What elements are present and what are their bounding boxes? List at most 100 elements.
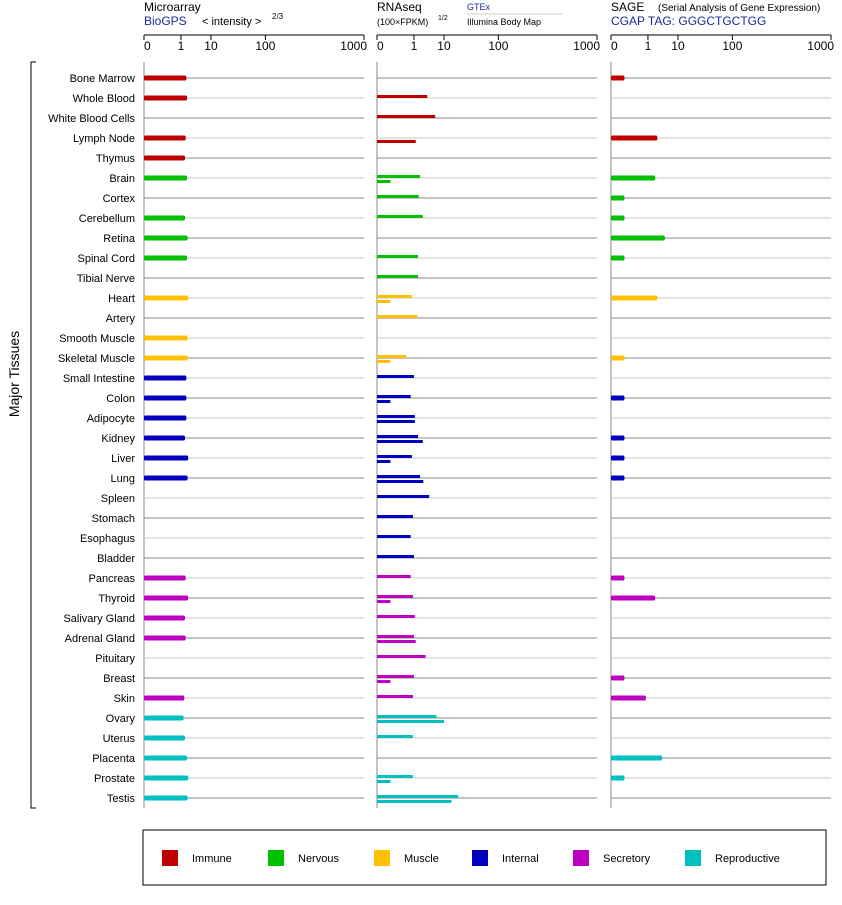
tissue-label: Bone Marrow bbox=[70, 73, 135, 85]
bar-rnaseq bbox=[377, 695, 413, 698]
panel-title: RNAseq bbox=[377, 0, 422, 14]
bar-microarray bbox=[144, 155, 186, 161]
panel-title: SAGE bbox=[611, 0, 644, 14]
bar-sage bbox=[611, 575, 625, 581]
bar-rnaseq bbox=[377, 515, 413, 518]
bar-microarray bbox=[144, 375, 187, 381]
bar-rnaseq bbox=[377, 140, 416, 143]
x-tick-label: 1 bbox=[645, 39, 652, 53]
bar-rnaseq bbox=[377, 675, 414, 678]
tissue-label: Liver bbox=[111, 453, 135, 465]
tissue-label: Pituitary bbox=[95, 653, 135, 665]
bar-microarray bbox=[144, 755, 187, 761]
x-tick-label: 10 bbox=[437, 39, 451, 53]
x-tick-label: 0 bbox=[377, 39, 384, 53]
legend-swatch-secretory bbox=[573, 850, 589, 866]
x-tick-label: 1 bbox=[411, 39, 418, 53]
bar-rnaseq bbox=[377, 635, 414, 638]
tissue-label: Heart bbox=[108, 293, 135, 305]
panel-sage: SAGE (Serial Analysis of Gene Expression)… bbox=[610, 0, 834, 808]
bar-microarray bbox=[144, 615, 186, 621]
bar-rnaseq bbox=[377, 535, 411, 538]
y-group-label: Major Tissues bbox=[6, 331, 22, 417]
bar-rnaseq bbox=[377, 300, 391, 303]
bar-sage bbox=[611, 175, 656, 181]
tissue-label: Spleen bbox=[101, 493, 135, 505]
legend-swatch-immune bbox=[162, 850, 178, 866]
scale-label: < intensity > bbox=[202, 16, 261, 28]
legend-swatch-internal bbox=[472, 850, 488, 866]
bar-rnaseq bbox=[377, 475, 420, 478]
tissue-label: Uterus bbox=[103, 733, 136, 745]
bar-rnaseq bbox=[377, 800, 452, 803]
bar-sage bbox=[611, 435, 625, 441]
bar-sage bbox=[611, 295, 658, 301]
bar-rnaseq bbox=[377, 715, 437, 718]
tissue-label: Brain bbox=[109, 173, 135, 185]
bar-rnaseq bbox=[377, 180, 391, 183]
tissue-label: Skin bbox=[114, 693, 135, 705]
x-tick-label: 1000 bbox=[807, 39, 834, 53]
tissue-label: Placenta bbox=[92, 753, 136, 765]
tissue-label: Lymph Node bbox=[73, 133, 135, 145]
x-tick-label: 0 bbox=[611, 39, 618, 53]
panel-title: Microarray bbox=[144, 0, 201, 14]
bar-rnaseq bbox=[377, 255, 419, 258]
bar-microarray bbox=[144, 715, 184, 721]
bar-microarray bbox=[144, 635, 186, 641]
x-tick-label: 0 bbox=[144, 39, 151, 53]
bar-microarray bbox=[144, 295, 189, 301]
bar-rnaseq bbox=[377, 615, 415, 618]
bar-rnaseq bbox=[377, 495, 430, 498]
legend-swatch-reproductive bbox=[685, 850, 701, 866]
bar-microarray bbox=[144, 75, 187, 81]
bar-rnaseq bbox=[377, 360, 391, 363]
x-tick-label: 10 bbox=[204, 39, 218, 53]
bar-sage bbox=[611, 135, 658, 141]
x-tick-label: 1000 bbox=[340, 39, 367, 53]
bar-rnaseq bbox=[377, 655, 426, 658]
bar-sage bbox=[611, 235, 665, 241]
legend-swatch-nervous bbox=[268, 850, 284, 866]
scale-label: (100×FPKM) bbox=[377, 17, 428, 27]
panel-rnaseq: RNAseq (100×FPKM) 1/2 GTEx Illumina Body Map… bbox=[376, 0, 600, 808]
tissue-label: Adrenal Gland bbox=[65, 633, 135, 645]
legend: Immune Nervous Muscle Internal Secretory Repr… bbox=[142, 829, 827, 886]
bar-sage bbox=[611, 455, 625, 461]
legend-swatch-muscle bbox=[374, 850, 390, 866]
bar-rnaseq bbox=[377, 680, 391, 683]
tissue-labels: Bone Marrow Whole Blood White Blood Cells L… bbox=[48, 73, 136, 805]
bar-microarray bbox=[144, 735, 186, 741]
tissue-label: Stomach bbox=[92, 513, 135, 525]
tissue-label: Ovary bbox=[106, 713, 136, 725]
tissue-label: Skeletal Muscle bbox=[58, 353, 135, 365]
legend-label-nervous: Nervous bbox=[298, 853, 339, 865]
tissue-label: Prostate bbox=[94, 773, 135, 785]
bar-microarray bbox=[144, 575, 186, 581]
bar-rnaseq bbox=[377, 595, 413, 598]
bar-microarray bbox=[144, 435, 186, 441]
bar-microarray bbox=[144, 695, 185, 701]
panel-source: CGAP TAG: GGGCTGCTGG bbox=[611, 14, 766, 28]
bar-rnaseq bbox=[377, 295, 412, 298]
bar-microarray bbox=[144, 235, 188, 241]
panel-subtitle: (Serial Analysis of Gene Expression) bbox=[658, 3, 820, 14]
tissue-label: Retina bbox=[103, 233, 136, 245]
x-tick-label: 100 bbox=[255, 39, 275, 53]
bar-rnaseq bbox=[377, 720, 444, 723]
tissue-label: Lung bbox=[111, 473, 135, 485]
bar-sage bbox=[611, 675, 625, 681]
bar-rnaseq bbox=[377, 115, 436, 118]
bar-sage bbox=[611, 355, 625, 361]
bar-rnaseq bbox=[377, 195, 419, 198]
bar-rnaseq bbox=[377, 395, 411, 398]
x-tick-label: 100 bbox=[722, 39, 742, 53]
bar-rnaseq bbox=[377, 315, 418, 318]
tissue-label: Tibial Nerve bbox=[77, 273, 135, 285]
bar-rnaseq bbox=[377, 435, 419, 438]
bar-rnaseq bbox=[377, 215, 423, 218]
bar-microarray bbox=[144, 335, 188, 341]
legend-label-immune: Immune bbox=[192, 853, 232, 865]
